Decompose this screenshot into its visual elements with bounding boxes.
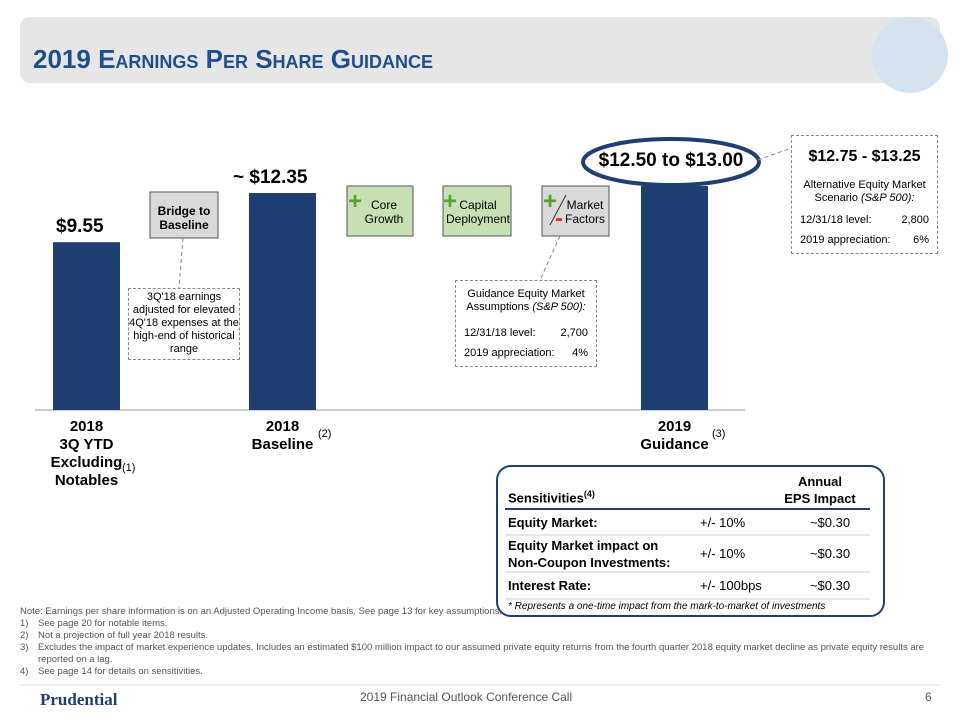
- box-title: Guidance Equity Market Assumptions (S&P …: [456, 288, 596, 314]
- page-number: 6: [925, 690, 932, 704]
- cell: +/- 10%: [700, 546, 746, 561]
- bar: [641, 185, 708, 410]
- note-item: 1) See page 20 for notable items.: [20, 618, 940, 630]
- footnote-mark: (3): [712, 428, 726, 440]
- logo-rock: [872, 17, 948, 93]
- cell: ~$0.30: [809, 578, 851, 593]
- cell: Equity Market impact on Non-Coupon Inves…: [508, 538, 671, 570]
- capital-box: [442, 185, 512, 237]
- bar: [249, 193, 316, 410]
- slash: [549, 194, 567, 226]
- market-box: [541, 185, 610, 237]
- note-number: 4): [20, 666, 29, 677]
- note-text: Not a projection of full year 2018 resul…: [38, 630, 209, 641]
- cell: ~$0.30: [809, 515, 851, 530]
- box-title: Alternative Equity Market Scenario (S&P …: [792, 179, 937, 205]
- cell: +/- 10%: [700, 515, 746, 530]
- table-footnote: * Represents a one-time impact from the …: [508, 601, 826, 612]
- cell: Interest Rate:: [508, 578, 592, 593]
- note-item: 3) Excludes the impact of market experien…: [20, 642, 940, 666]
- note: Note: Earnings per share information is …: [20, 606, 503, 617]
- note-number: 1): [20, 618, 29, 629]
- text: (S&P 500):: [861, 192, 915, 204]
- guidance-oval: [581, 137, 761, 187]
- x-tick-label: 2018 3Q YTD Excluding Notables: [50, 418, 123, 489]
- note-item: 4) See page 14 for details on sensitiviti…: [20, 666, 940, 678]
- text: Alternative Equity Market Scenario: [803, 179, 926, 204]
- market-label: Market Factors: [564, 198, 605, 226]
- note-number: 2): [20, 630, 29, 641]
- value-label: $9.55: [56, 216, 104, 238]
- notes: Note: Earnings per share information is …: [20, 606, 940, 678]
- alt-range: $12.75 - $13.25: [808, 148, 921, 165]
- text: Sensitivities: [508, 490, 584, 506]
- baseline-note: 3Q'18 earnings adjusted for elevated 4Q'…: [128, 288, 240, 360]
- connector: [539, 235, 561, 281]
- title: 2019 Earnings Per Share Guidance: [33, 44, 433, 74]
- bar: [53, 242, 120, 410]
- row-label: 12/31/18 level:: [464, 327, 536, 339]
- plus-icon: +: [543, 188, 557, 215]
- bridge-box: [149, 191, 219, 239]
- core-box: [346, 185, 414, 237]
- header-bar: [20, 17, 940, 83]
- text: Guidance Equity Market Assumptions: [466, 288, 585, 313]
- minus-icon: -: [555, 205, 563, 232]
- footnote-mark: (2): [318, 428, 332, 440]
- bridge-label: Bridge to Baseline: [157, 204, 211, 232]
- guidance-box: Guidance Equity Market Assumptions (S&P …: [455, 280, 597, 367]
- connector: [178, 237, 184, 289]
- plus-icon: +: [443, 188, 457, 215]
- row-label: 2019 appreciation:: [800, 234, 891, 246]
- row-value: 4%: [572, 347, 588, 359]
- cell: ~$0.30: [809, 546, 851, 561]
- footnote-mark: (1): [122, 462, 136, 474]
- note-list: 1) See page 20 for notable items. 2) Not a …: [20, 618, 940, 678]
- table-header: Sensitivities(4): [508, 489, 595, 505]
- guidance-label: $12.50 to $13.00: [598, 150, 744, 171]
- x-tick-label: 2018 Baseline: [251, 418, 314, 453]
- connector: [757, 147, 792, 161]
- row-label: 2019 appreciation:: [464, 347, 555, 359]
- value-label: ~ $12.35: [233, 167, 308, 188]
- note-item: 2) Not a projection of full year 2018 res…: [20, 630, 940, 642]
- logo: Prudential: [40, 690, 118, 709]
- plus-icon: +: [348, 188, 362, 215]
- row-value: 2,700: [560, 327, 588, 339]
- x-tick-label: 2019 Guidance: [640, 418, 709, 453]
- capital-label: Capital Deployment: [445, 198, 511, 226]
- table-header: Annual EPS Impact: [784, 474, 856, 506]
- row-value: 2,800: [901, 214, 929, 226]
- cell: Equity Market:: [508, 515, 598, 530]
- cell: +/- 100bps: [700, 578, 762, 593]
- row-label: 12/31/18 level:: [800, 214, 872, 226]
- core-label: Core Growth: [364, 198, 404, 226]
- table-frame: [496, 465, 885, 617]
- note-number: 3): [20, 642, 29, 653]
- row-value: 6%: [913, 234, 929, 246]
- footer-text: 2019 Financial Outlook Conference Call: [360, 690, 573, 704]
- note-text: Excludes the impact of market experience…: [38, 642, 925, 665]
- text: (4): [583, 489, 595, 499]
- alternative-box: $12.75 - $13.25 Alternative Equity Marke…: [791, 135, 938, 254]
- note-text: See page 14 for details on sensitivities…: [38, 666, 203, 677]
- note-text: See page 20 for notable items.: [38, 618, 168, 629]
- text: (S&P 500):: [532, 301, 586, 313]
